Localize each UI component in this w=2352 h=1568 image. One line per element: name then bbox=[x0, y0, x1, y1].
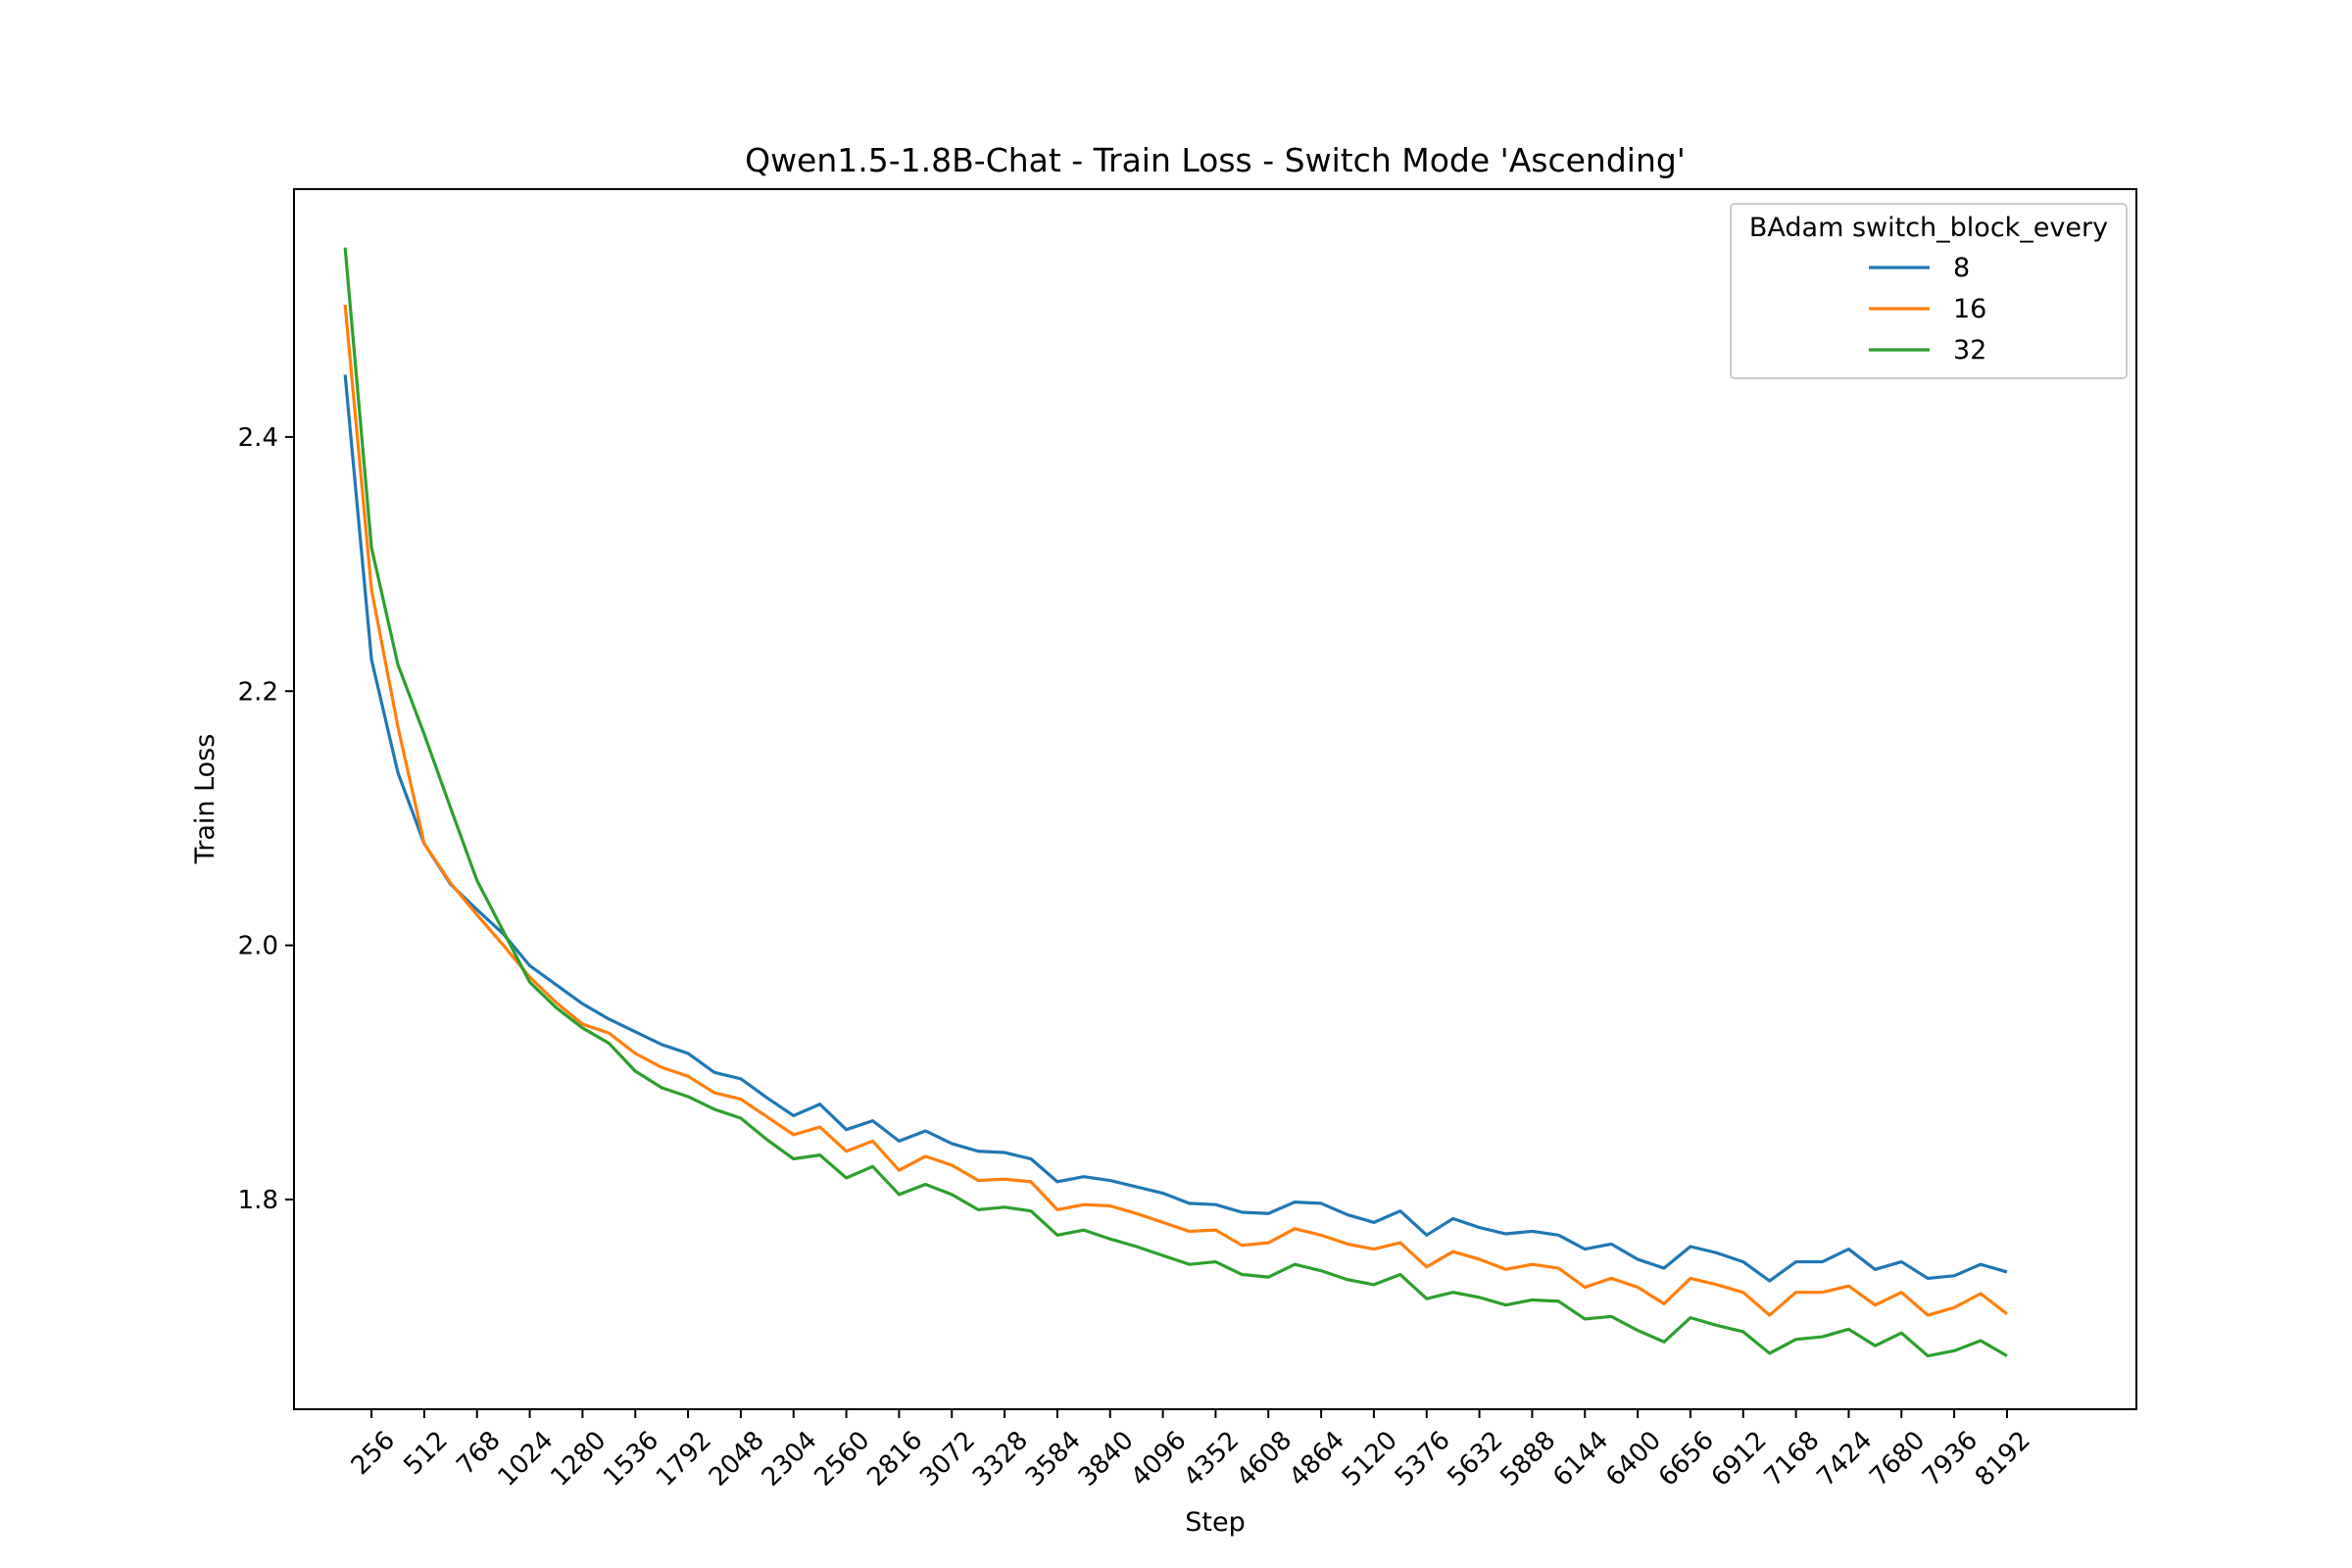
y-axis-title: Train Loss bbox=[190, 734, 220, 865]
series-layer bbox=[343, 247, 2008, 1358]
y-tick-label: 2.4 bbox=[238, 423, 278, 453]
legend-label: 32 bbox=[1953, 335, 1986, 366]
legend: BAdam switch_block_every 8 16 32 bbox=[1730, 203, 2128, 379]
series-line-32 bbox=[343, 247, 2008, 1358]
y-tick-label: 2.0 bbox=[238, 932, 278, 961]
series-line-16 bbox=[343, 304, 2008, 1317]
chart-title: Qwen1.5-1.8B-Chat - Train Loss - Switch … bbox=[745, 141, 1686, 179]
series-line-8 bbox=[343, 374, 2008, 1283]
y-tick-label: 1.8 bbox=[238, 1186, 278, 1215]
legend-label: 8 bbox=[1953, 253, 1970, 283]
y-tick-label: 2.2 bbox=[238, 677, 278, 707]
legend-box bbox=[1730, 203, 2128, 379]
x-axis-title: Step bbox=[1185, 1507, 1245, 1538]
y-axis: 1.8 2.0 2.2 2.4 bbox=[238, 423, 294, 1215]
legend-label: 16 bbox=[1953, 294, 1986, 324]
legend-title: BAdam switch_block_every bbox=[1749, 213, 2108, 243]
